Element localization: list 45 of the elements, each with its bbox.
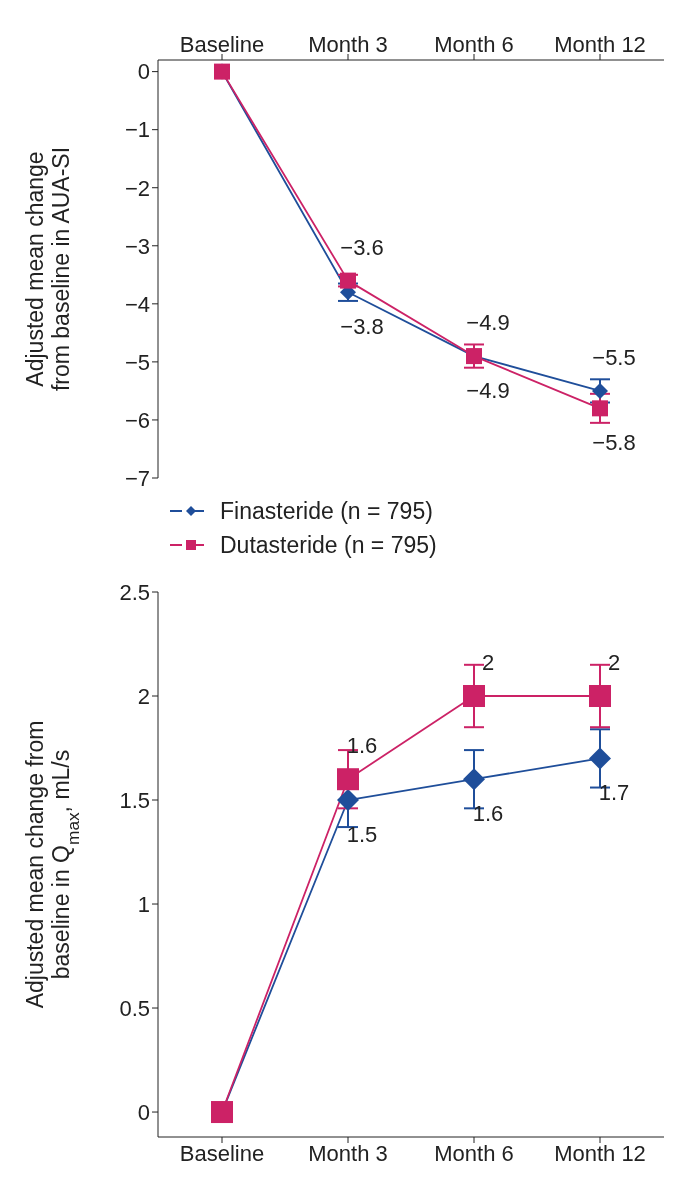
y-tick-label: −5 [124, 349, 150, 375]
data-label: 1.6 [346, 733, 378, 759]
x-tick-label: Baseline [179, 1140, 265, 1166]
data-label: 1.5 [346, 822, 378, 848]
y-tick-label: −7 [124, 465, 150, 491]
x-tick-label: Month 3 [308, 32, 388, 57]
point [463, 768, 485, 791]
legend-label: Dutasteride (n = 795) [220, 531, 437, 560]
point [589, 685, 611, 708]
y-tick-label: 2 [137, 683, 150, 709]
data-label: −4.9 [466, 378, 510, 404]
y-tick-label: −1 [124, 117, 150, 143]
y-tick-label: 2.5 [119, 579, 150, 605]
data-label: −4.9 [466, 310, 510, 336]
data-label: 2 [607, 650, 621, 676]
data-label: 1.6 [472, 801, 504, 827]
data-label: −3.6 [340, 234, 384, 260]
x-tick-label: Month 12 [554, 1140, 646, 1166]
point [463, 685, 485, 708]
data-label: −3.8 [340, 314, 384, 340]
data-label: 1.7 [598, 780, 630, 806]
y-tick-label: 0 [137, 1099, 150, 1125]
y-tick-label: −2 [124, 175, 150, 201]
legend-label: Finasteride (n = 795) [220, 497, 433, 526]
y-tick-label: 0 [137, 59, 150, 85]
data-label: −5.8 [592, 430, 636, 456]
y-tick-label: 1.5 [119, 787, 150, 813]
x-tick-label: Month 3 [308, 1140, 388, 1166]
point [589, 747, 611, 770]
x-tick-label: Baseline [179, 32, 265, 57]
point [592, 382, 608, 399]
data-label: −5.5 [592, 344, 636, 370]
y-tick-label: −6 [124, 407, 150, 433]
point [337, 789, 359, 812]
point [337, 768, 359, 791]
y-tick-label: 1 [137, 891, 150, 917]
y-axis-title: Adjusted mean change from baseline in AUA-SI [22, 146, 74, 392]
y-tick-label: −4 [124, 291, 150, 317]
point [592, 400, 608, 417]
data-label: 2 [481, 650, 495, 676]
x-tick-label: Month 6 [434, 1140, 514, 1166]
y-tick-label: 0.5 [119, 995, 150, 1021]
x-tick-label: Month 6 [434, 32, 514, 57]
x-tick-label: Month 12 [554, 32, 646, 57]
y-tick-label: −3 [124, 233, 150, 259]
